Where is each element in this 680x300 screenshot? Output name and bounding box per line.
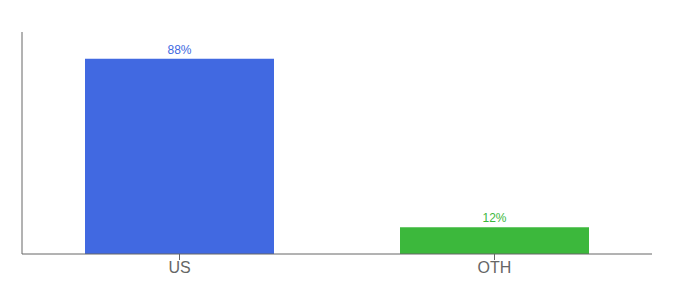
svg-text:US: US [168,259,190,276]
svg-text:OTH: OTH [478,259,512,276]
svg-text:88%: 88% [167,43,191,57]
svg-text:12%: 12% [482,211,506,225]
